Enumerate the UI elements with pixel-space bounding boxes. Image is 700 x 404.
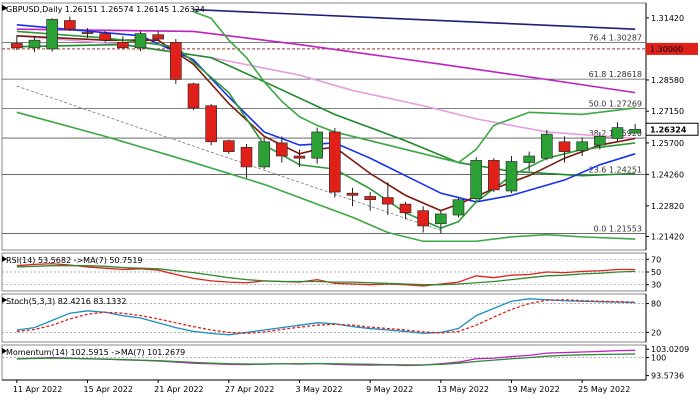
x-tick-label: 25 May 2022 bbox=[578, 385, 630, 394]
rsi-pane-tick-label: 70 bbox=[651, 255, 661, 264]
candle-body bbox=[28, 39, 41, 49]
stoch-pane-tick-label: 80 bbox=[651, 300, 661, 309]
stoch-pane-tick-label: 20 bbox=[651, 328, 661, 337]
fib-level-label: 0.0 1.21553 bbox=[594, 225, 642, 234]
price-tick-label: 1.25700 bbox=[651, 139, 684, 148]
stoch-pane-series-line bbox=[16, 298, 636, 336]
x-tick-label: 19 May 2022 bbox=[508, 385, 560, 394]
rsi-pane-tick-label: 30 bbox=[651, 281, 661, 290]
x-tick-label: 27 Apr 2022 bbox=[225, 385, 274, 394]
x-axis: 11 Apr 2022 15 Apr 2022 21 Apr 2022 27 Apr … bbox=[2, 379, 646, 394]
rsi-pane-series-line bbox=[16, 265, 636, 286]
candle-body bbox=[170, 42, 182, 80]
candle-body bbox=[11, 43, 23, 49]
candle-body bbox=[417, 210, 429, 227]
candle-body bbox=[558, 141, 571, 152]
moving-average-line bbox=[16, 111, 636, 243]
mom-pane-tick-label: 100 bbox=[651, 354, 666, 363]
candle-body bbox=[364, 196, 376, 201]
candle-body bbox=[523, 155, 535, 163]
candle-body bbox=[435, 213, 447, 225]
rsi-pane: 70 50 30 RSI(14) 53.5682 ->MA(7) 50.7519 bbox=[1, 252, 661, 292]
candle-body bbox=[240, 146, 253, 168]
round-level-tag bbox=[646, 42, 698, 55]
stoch-pane-series-line bbox=[16, 299, 636, 335]
candle-body bbox=[293, 155, 306, 159]
candle-body bbox=[258, 141, 270, 168]
price-tick-label: 1.27150 bbox=[651, 107, 684, 116]
fib-level-label: 50.0 1.27269 bbox=[589, 100, 642, 109]
price-pane: 1.21420 1.22820 1.24260 1.25700 1.27150 1.285… bbox=[1, 2, 699, 251]
price-tick-label: 1.22820 bbox=[651, 202, 684, 211]
moving-average-line bbox=[16, 30, 636, 230]
chart-title-header: GBPUSD,Daily 1.26151 1.26574 1.26145 1.2… bbox=[6, 5, 205, 14]
moving-average-line bbox=[16, 34, 636, 140]
x-tick-label: 21 Apr 2022 bbox=[154, 385, 203, 394]
mom-pane-marker-icon bbox=[2, 348, 7, 354]
candle-body bbox=[346, 192, 359, 196]
candle-body bbox=[81, 32, 94, 34]
title-marker-icon bbox=[2, 5, 8, 11]
candle-body bbox=[99, 33, 111, 41]
candle-body bbox=[117, 42, 129, 49]
x-tick-label: 9 May 2022 bbox=[366, 385, 413, 394]
candle-body bbox=[470, 160, 482, 199]
candle-body bbox=[488, 160, 500, 191]
x-tick-label: 3 May 2022 bbox=[296, 385, 343, 394]
candle-body bbox=[134, 33, 147, 49]
mom-pane-series-line bbox=[16, 353, 636, 366]
price-tick-label: 1.31420 bbox=[651, 14, 684, 23]
moving-average-line bbox=[193, 8, 636, 31]
candle-body bbox=[205, 105, 217, 143]
mom-pane-tick-label: 103.0209 bbox=[651, 345, 689, 354]
round-level-tag-label: 1.30000 bbox=[650, 45, 683, 54]
mom-pane-tick-label: 93.5736 bbox=[651, 372, 684, 381]
moving-average-line bbox=[16, 28, 636, 94]
candle-body bbox=[399, 203, 412, 214]
fib-level-label: 61.8 1.28618 bbox=[589, 70, 642, 79]
x-tick-label: 11 Apr 2022 bbox=[13, 385, 62, 394]
rsi-pane-marker-icon bbox=[2, 256, 7, 262]
rsi-pane-title: RSI(14) 53.5682 ->MA(7) 50.7519 bbox=[6, 256, 143, 265]
candle-body bbox=[541, 133, 553, 159]
candle-body bbox=[187, 83, 200, 109]
candle-body bbox=[64, 20, 76, 30]
price-tick-label: 1.24260 bbox=[651, 170, 684, 179]
price-tick-label: 1.21420 bbox=[651, 232, 684, 241]
candle-body bbox=[629, 129, 641, 134]
candle-body bbox=[276, 142, 288, 157]
moving-average-line bbox=[16, 34, 636, 212]
candle-body bbox=[223, 140, 235, 152]
candle-body bbox=[46, 19, 58, 50]
candle-body bbox=[505, 161, 518, 192]
candle-body bbox=[152, 34, 164, 40]
candle-body bbox=[311, 131, 323, 159]
fib-level-label: 23.6 1.24251 bbox=[589, 166, 642, 175]
candle-body bbox=[382, 197, 394, 205]
mom-pane-title: Momentum(14) 102.5915 ->MA(7) 101.2679 bbox=[6, 348, 185, 357]
candle-body bbox=[452, 199, 465, 216]
fib-level-label: 76.4 1.30287 bbox=[589, 34, 642, 43]
rsi-pane-tick-label: 50 bbox=[651, 268, 661, 277]
moving-average-line bbox=[16, 85, 441, 231]
stoch-pane-title: Stoch(5,3,3) 82.4216 83.1332 bbox=[6, 297, 126, 306]
x-tick-label: 13 May 2022 bbox=[437, 385, 489, 394]
current-price-tag bbox=[645, 122, 699, 136]
candle-body bbox=[576, 141, 588, 151]
current-price-label: 1.26324 bbox=[650, 125, 687, 134]
x-tick-label: 15 Apr 2022 bbox=[84, 385, 133, 394]
moving-average-line bbox=[193, 10, 636, 164]
price-tick-label: 1.28580 bbox=[651, 76, 684, 85]
candle-body bbox=[329, 131, 341, 193]
candle-body bbox=[611, 127, 624, 139]
moving-average-line bbox=[16, 43, 636, 177]
stoch-pane: 80 20 Stoch(5,3,3) 82.4216 83.1332 bbox=[1, 293, 661, 343]
candle-body bbox=[594, 136, 606, 146]
stoch-pane-marker-icon bbox=[2, 297, 7, 303]
